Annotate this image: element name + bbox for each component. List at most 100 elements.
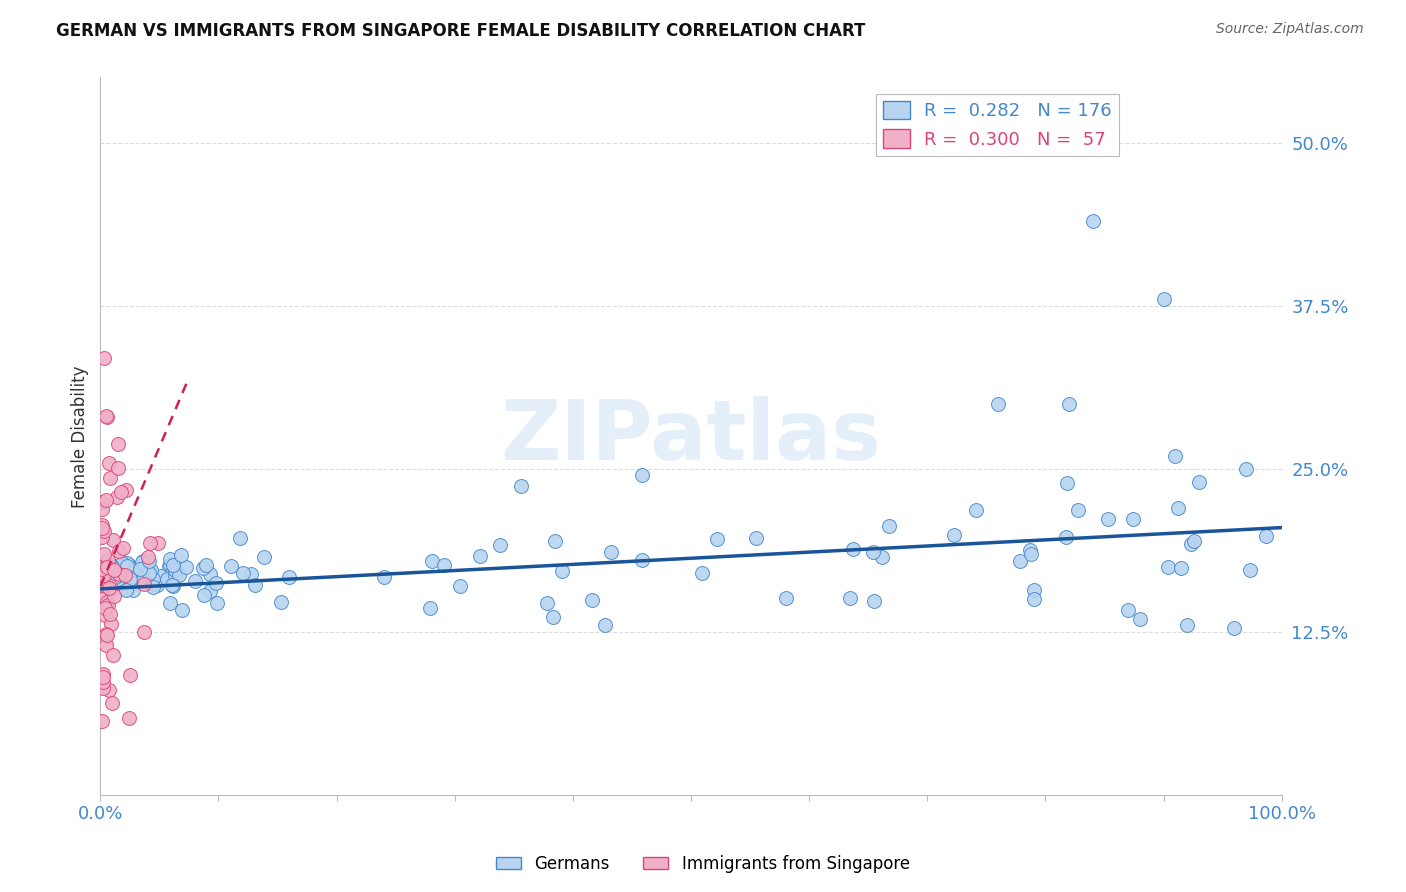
Point — [93, 607, 115, 622]
Point — [278, 570, 301, 584]
Point — [593, 617, 616, 632]
Point — [98, 579, 121, 593]
Point — [744, 531, 766, 545]
Point — [108, 544, 131, 558]
Point — [94, 566, 117, 581]
Point — [111, 562, 134, 576]
Point — [93, 558, 115, 572]
Point — [96, 568, 118, 582]
Point — [449, 578, 471, 592]
Point — [91, 681, 114, 695]
Point — [509, 479, 531, 493]
Point — [98, 581, 121, 595]
Point — [1180, 536, 1202, 550]
Text: Source: ZipAtlas.com: Source: ZipAtlas.com — [1216, 22, 1364, 37]
Point — [551, 564, 574, 578]
Point — [93, 572, 115, 586]
Point — [1167, 501, 1189, 516]
Point — [103, 533, 125, 547]
Point — [630, 553, 652, 567]
Point — [105, 491, 128, 505]
Point — [194, 558, 217, 573]
Point — [1019, 547, 1042, 561]
Point — [115, 559, 138, 574]
Point — [1116, 603, 1139, 617]
Point — [270, 594, 292, 608]
Point — [94, 627, 117, 641]
Point — [91, 667, 114, 681]
Point — [96, 595, 118, 609]
Point — [193, 588, 215, 602]
Point — [98, 471, 121, 485]
Point — [839, 591, 862, 605]
Point — [1254, 529, 1277, 543]
Point — [191, 561, 214, 575]
Point — [205, 597, 228, 611]
Point — [253, 549, 276, 564]
Point — [104, 581, 127, 595]
Point — [965, 503, 987, 517]
Point — [420, 553, 443, 567]
Point — [103, 564, 125, 578]
Point — [98, 607, 121, 621]
Point — [1054, 530, 1077, 544]
Point — [775, 591, 797, 605]
Point — [1057, 397, 1080, 411]
Point — [240, 567, 263, 582]
Point — [172, 603, 194, 617]
Point — [198, 583, 221, 598]
Point — [104, 572, 127, 586]
Point — [93, 565, 115, 579]
Point — [120, 668, 142, 682]
Point — [115, 582, 138, 597]
Point — [104, 568, 127, 582]
Point — [159, 596, 181, 610]
Point — [122, 583, 145, 598]
Point — [1164, 449, 1187, 463]
Point — [488, 538, 510, 552]
Point — [100, 616, 122, 631]
Point — [115, 582, 138, 597]
Point — [1081, 214, 1104, 228]
Point — [1239, 563, 1261, 577]
Point — [112, 569, 135, 583]
Point — [536, 596, 558, 610]
Point — [139, 563, 162, 577]
Point — [160, 578, 183, 592]
Point — [987, 397, 1010, 411]
Point — [117, 558, 139, 572]
Point — [93, 576, 115, 591]
Point — [1129, 612, 1152, 626]
Point — [842, 542, 865, 557]
Point — [93, 547, 115, 561]
Point — [121, 565, 143, 579]
Point — [174, 560, 197, 574]
Point — [138, 553, 160, 567]
Point — [115, 556, 138, 570]
Point — [107, 437, 129, 451]
Point — [135, 566, 157, 581]
Point — [132, 556, 155, 570]
Point — [96, 638, 118, 652]
Point — [433, 558, 456, 572]
Point — [100, 563, 122, 577]
Point — [232, 566, 254, 581]
Point — [163, 568, 186, 582]
Text: ZIPatlas: ZIPatlas — [501, 396, 882, 476]
Point — [93, 571, 115, 585]
Point — [581, 593, 603, 607]
Point — [107, 572, 129, 586]
Point — [93, 564, 115, 578]
Point — [156, 572, 179, 586]
Point — [103, 589, 125, 603]
Point — [96, 409, 118, 423]
Legend: R =  0.282   N = 176, R =  0.300   N =  57: R = 0.282 N = 176, R = 0.300 N = 57 — [876, 94, 1119, 156]
Point — [110, 485, 132, 500]
Point — [104, 567, 127, 582]
Point — [101, 559, 124, 574]
Point — [184, 574, 207, 589]
Point — [108, 570, 131, 584]
Point — [93, 576, 115, 591]
Point — [98, 573, 121, 587]
Point — [107, 566, 129, 581]
